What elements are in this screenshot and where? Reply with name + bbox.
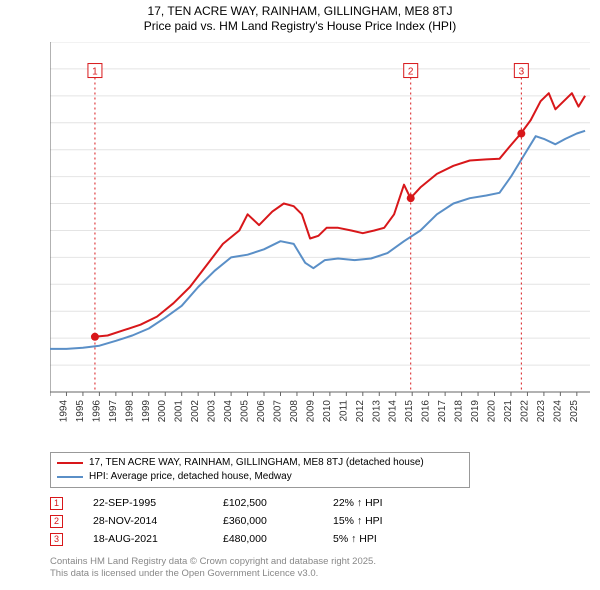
svg-text:2017: 2017 [437, 400, 448, 423]
event-marker-0: 1 [50, 497, 63, 510]
chart-container: 17, TEN ACRE WAY, RAINHAM, GILLINGHAM, M… [0, 0, 600, 590]
svg-text:2002: 2002 [190, 400, 201, 423]
legend-row-0: 17, TEN ACRE WAY, RAINHAM, GILLINGHAM, M… [57, 456, 463, 470]
event-pct-1: 15% ↑ HPI [333, 515, 443, 527]
svg-text:2010: 2010 [322, 400, 333, 423]
svg-text:2005: 2005 [240, 400, 251, 423]
event-price-1: £360,000 [223, 515, 333, 527]
svg-text:2011: 2011 [338, 400, 349, 422]
svg-text:1993: 1993 [50, 400, 53, 423]
svg-text:2023: 2023 [536, 400, 547, 423]
event-n-2: 3 [54, 534, 59, 544]
svg-text:2006: 2006 [256, 400, 267, 423]
svg-text:1998: 1998 [124, 400, 135, 423]
svg-text:1995: 1995 [75, 400, 86, 423]
event-marker-2: 3 [50, 533, 63, 546]
legend-row-1: HPI: Average price, detached house, Medw… [57, 470, 463, 484]
event-date-2: 18-AUG-2021 [93, 533, 223, 545]
svg-text:2024: 2024 [552, 400, 563, 423]
svg-text:1: 1 [92, 67, 98, 78]
svg-text:2015: 2015 [404, 400, 415, 423]
event-price-2: £480,000 [223, 533, 333, 545]
footer-line-2: This data is licensed under the Open Gov… [50, 568, 376, 580]
event-row-0: 1 22-SEP-1995 £102,500 22% ↑ HPI [50, 494, 443, 512]
event-price-0: £102,500 [223, 497, 333, 509]
svg-text:2014: 2014 [388, 400, 399, 423]
svg-text:3: 3 [519, 67, 525, 78]
svg-text:2013: 2013 [371, 400, 382, 423]
events-table: 1 22-SEP-1995 £102,500 22% ↑ HPI 2 28-NO… [50, 494, 443, 548]
event-date-0: 22-SEP-1995 [93, 497, 223, 509]
event-pct-2: 5% ↑ HPI [333, 533, 443, 545]
svg-text:2001: 2001 [174, 400, 185, 423]
event-row-1: 2 28-NOV-2014 £360,000 15% ↑ HPI [50, 512, 443, 530]
event-marker-1: 2 [50, 515, 63, 528]
event-pct-0: 22% ↑ HPI [333, 497, 443, 509]
svg-text:2012: 2012 [355, 400, 366, 423]
svg-text:2009: 2009 [305, 400, 316, 423]
svg-text:1994: 1994 [58, 400, 69, 423]
svg-text:2020: 2020 [487, 400, 498, 423]
footer: Contains HM Land Registry data © Crown c… [50, 556, 376, 580]
svg-text:2003: 2003 [207, 400, 218, 423]
title-line-2: Price paid vs. HM Land Registry's House … [0, 19, 600, 34]
svg-text:2: 2 [408, 67, 414, 78]
svg-text:2004: 2004 [223, 400, 234, 423]
event-n-1: 2 [54, 516, 59, 526]
svg-text:2025: 2025 [569, 400, 580, 423]
legend-swatch-1 [57, 476, 83, 478]
event-row-2: 3 18-AUG-2021 £480,000 5% ↑ HPI [50, 530, 443, 548]
event-date-1: 28-NOV-2014 [93, 515, 223, 527]
legend: 17, TEN ACRE WAY, RAINHAM, GILLINGHAM, M… [50, 452, 470, 488]
svg-text:2016: 2016 [421, 400, 432, 423]
legend-label-0: 17, TEN ACRE WAY, RAINHAM, GILLINGHAM, M… [89, 456, 424, 470]
svg-text:2007: 2007 [272, 400, 283, 423]
svg-text:1996: 1996 [91, 400, 102, 423]
svg-text:2008: 2008 [289, 400, 300, 423]
footer-line-1: Contains HM Land Registry data © Crown c… [50, 556, 376, 568]
svg-text:2022: 2022 [519, 400, 530, 423]
svg-text:1997: 1997 [108, 400, 119, 423]
title-block: 17, TEN ACRE WAY, RAINHAM, GILLINGHAM, M… [0, 0, 600, 34]
legend-swatch-0 [57, 462, 83, 464]
chart-area: £0£50K£100K£150K£200K£250K£300K£350K£400… [50, 42, 590, 432]
legend-label-1: HPI: Average price, detached house, Medw… [89, 470, 292, 484]
svg-text:2021: 2021 [503, 400, 514, 423]
svg-text:2000: 2000 [157, 400, 168, 423]
svg-text:2018: 2018 [454, 400, 465, 423]
title-line-1: 17, TEN ACRE WAY, RAINHAM, GILLINGHAM, M… [0, 4, 600, 19]
svg-text:2019: 2019 [470, 400, 481, 423]
event-n-0: 1 [54, 498, 59, 508]
chart-svg: £0£50K£100K£150K£200K£250K£300K£350K£400… [50, 42, 590, 432]
svg-text:1999: 1999 [141, 400, 152, 423]
